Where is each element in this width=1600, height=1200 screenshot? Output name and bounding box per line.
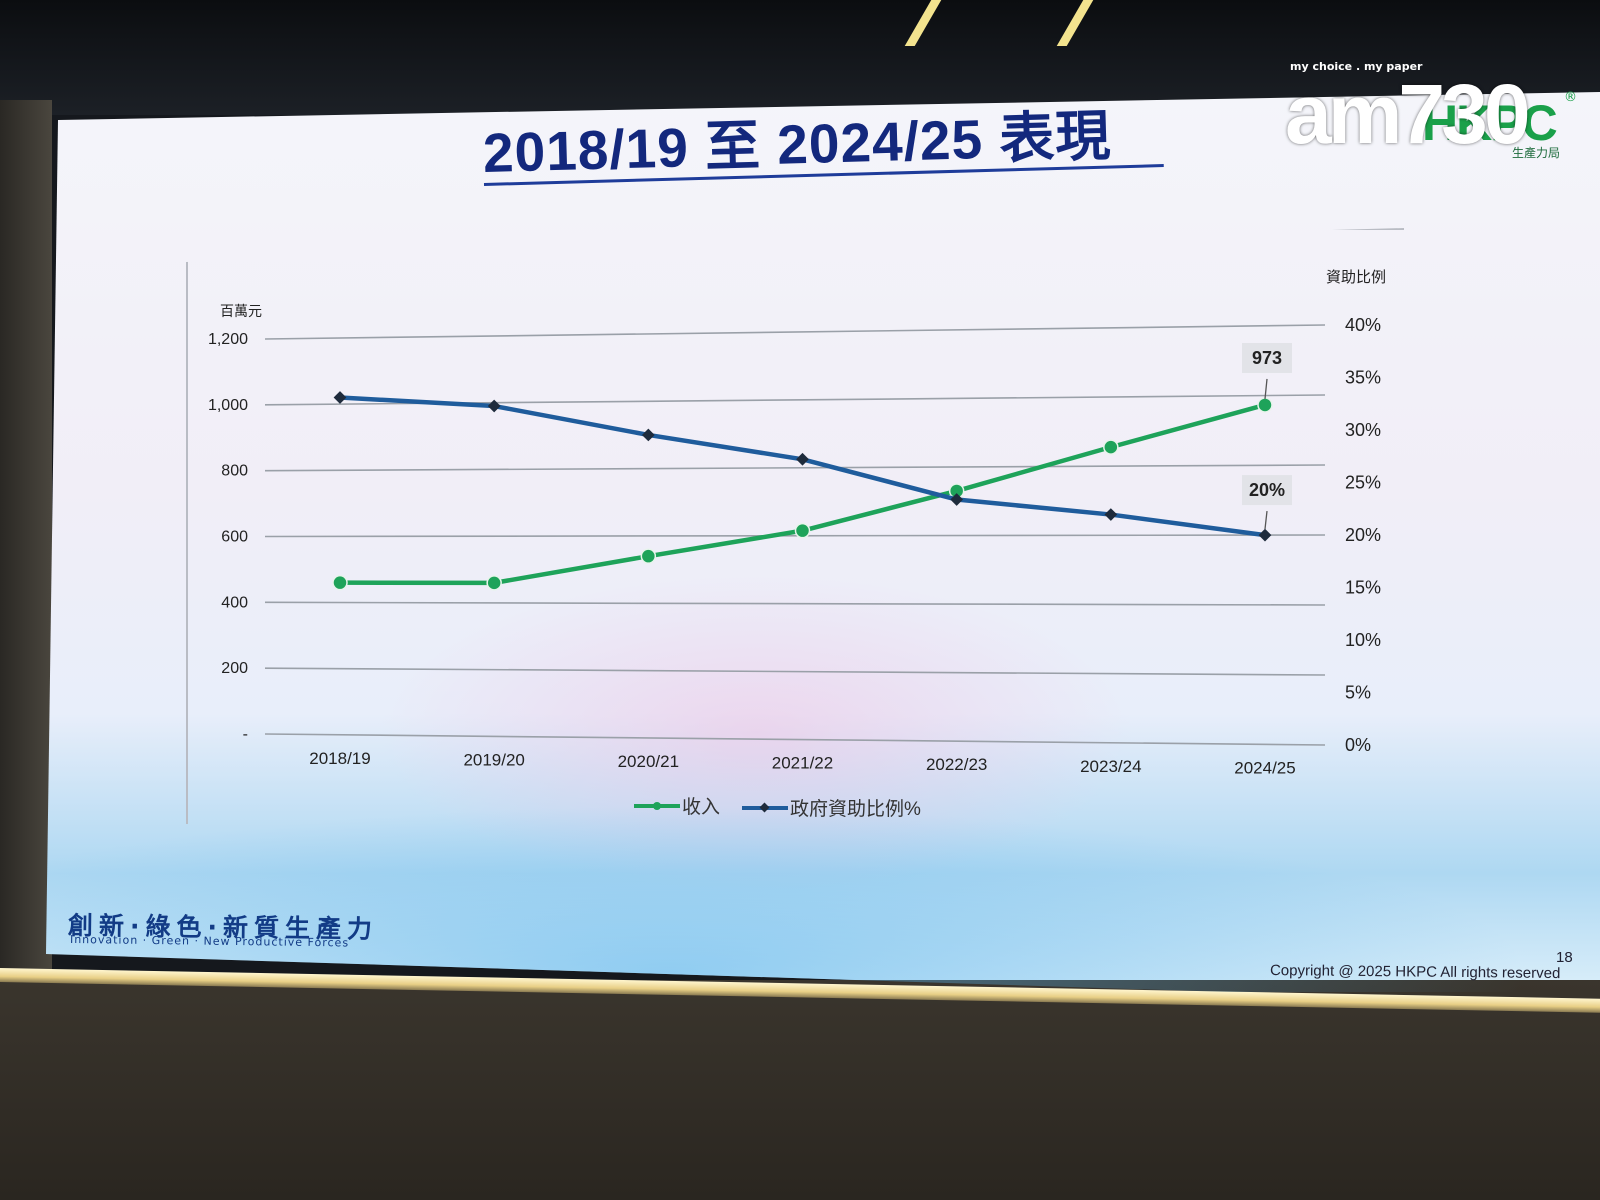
slide-background-wave xyxy=(46,792,1600,992)
left-axis-tick-label: 1,000 xyxy=(208,397,248,414)
chart-legend: 收入 政府資助比例% xyxy=(634,796,921,820)
legend-ratio-label: 政府資助比例% xyxy=(790,798,921,820)
chart-series xyxy=(332,391,1273,591)
registered-mark-icon: ® xyxy=(1564,90,1577,105)
ratio-data-point xyxy=(487,399,501,413)
ratio-end-label: 20% xyxy=(1249,480,1285,500)
right-axis-tick-label: 15% xyxy=(1345,578,1381,598)
right-axis-tick-label: 40% xyxy=(1345,315,1381,335)
x-axis-tick-label: 2024/25 xyxy=(1234,758,1295,777)
gridline xyxy=(264,667,1326,676)
data-label-leader xyxy=(1264,378,1268,400)
ratio-data-point xyxy=(796,452,809,466)
ratio-data-point xyxy=(1104,508,1118,521)
left-axis-ticks: - 200 400 600 800 1,000 1,200 xyxy=(208,331,248,743)
am730-logo-text: am730 xyxy=(1285,67,1531,161)
right-axis-unit-label: 資助比例 xyxy=(1326,269,1386,286)
gridline xyxy=(264,733,1326,746)
x-axis-tick-label: 2019/20 xyxy=(463,750,524,769)
right-axis-tick-label: 35% xyxy=(1345,368,1381,388)
left-axis-tick-label: 600 xyxy=(221,529,248,546)
left-axis-tick-label: 1,200 xyxy=(208,331,248,348)
right-axis-tick-label: 10% xyxy=(1345,630,1381,650)
right-axis-tick-label: 5% xyxy=(1345,683,1371,703)
left-axis-unit-label: 百萬元 xyxy=(220,303,262,319)
x-axis-tick-label: 2020/21 xyxy=(618,752,679,771)
data-label-background xyxy=(1242,475,1292,506)
left-axis-tick-label: 200 xyxy=(221,660,248,677)
right-axis-tick-label: 25% xyxy=(1345,473,1381,493)
left-axis-tick-label: - xyxy=(243,726,248,743)
hkpc-logo: HKPC 生產力局 ® xyxy=(1422,90,1577,160)
am730-tagline: my choice . my paper xyxy=(1290,60,1423,73)
page-number: 18 xyxy=(1556,949,1573,966)
hkpc-logo-text: HKPC xyxy=(1422,95,1558,151)
income-end-label: 973 xyxy=(1252,348,1282,368)
am730-watermark: my choice . my paper am730 xyxy=(1285,58,1531,161)
x-axis-tick-label: 2023/24 xyxy=(1080,757,1141,776)
x-axis-ticks: 2018/19 2019/20 2020/21 2021/22 2022/23 2023/… xyxy=(309,749,1295,778)
stage-floor xyxy=(0,980,1600,1200)
legend-ratio-marker xyxy=(759,802,770,813)
ratio-data-point xyxy=(1258,528,1272,542)
x-axis-tick-label: 2018/19 xyxy=(309,749,370,768)
ratio-data-point xyxy=(641,428,655,442)
right-axis-tick-label: 20% xyxy=(1345,525,1381,545)
right-axis-tick-label: 30% xyxy=(1345,420,1381,440)
data-label-background xyxy=(1242,342,1292,373)
income-data-point xyxy=(486,575,502,591)
income-data-point xyxy=(794,522,811,539)
right-axis-tick-label: 0% xyxy=(1345,735,1371,755)
room-ceiling xyxy=(0,0,1600,115)
gridline xyxy=(264,464,1326,472)
x-axis-tick-label: 2021/22 xyxy=(772,754,833,773)
income-series-line xyxy=(339,402,1266,586)
gridline xyxy=(264,601,1326,606)
ratio-data-point xyxy=(333,391,347,404)
hkpc-logo-subtitle: 生產力局 xyxy=(1512,146,1561,160)
legend-income-marker xyxy=(653,802,661,810)
gridline xyxy=(264,324,1326,340)
gridline xyxy=(264,534,1326,538)
legend-income-label: 收入 xyxy=(682,796,720,818)
income-data-point xyxy=(1103,439,1119,455)
left-axis-tick-label: 400 xyxy=(221,594,248,611)
income-data-point xyxy=(640,548,657,564)
income-data-point xyxy=(332,574,348,591)
left-axis-tick-label: 800 xyxy=(221,463,248,480)
data-label-leader xyxy=(1264,511,1268,530)
presentation-slide xyxy=(46,92,1600,992)
copyright-notice: Copyright @ 2025 HKPC All rights reserve… xyxy=(1269,962,1561,983)
x-axis-tick-label: 2022/23 xyxy=(926,755,987,774)
right-axis-ticks: 0% 5% 10% 15% 20% 25% 30% 35% 40% xyxy=(1345,315,1381,755)
chart-gridlines xyxy=(264,324,1326,746)
left-wall xyxy=(0,100,52,970)
chart-data-labels: 973 20% xyxy=(1242,342,1292,530)
income-data-point xyxy=(1257,397,1273,413)
